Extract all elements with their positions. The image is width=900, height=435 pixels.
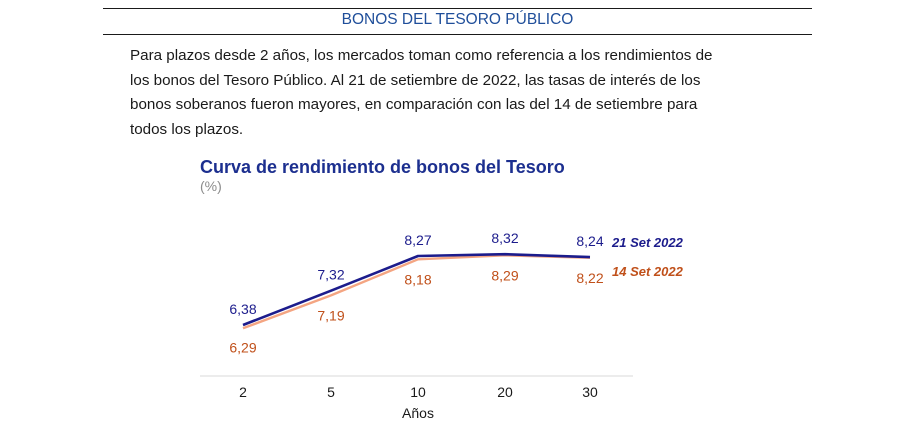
x-tick-label: 30 — [582, 384, 598, 400]
section-title: BONOS DEL TESORO PÚBLICO — [341, 11, 574, 28]
data-label: 6,38 — [229, 301, 256, 317]
body-paragraph: Para plazos desde 2 años, los mercados t… — [130, 44, 780, 142]
body-line: Para plazos desde 2 años, los mercados t… — [130, 47, 713, 64]
data-label: 8,22 — [576, 270, 603, 286]
data-label: 8,32 — [491, 230, 518, 246]
data-label: 8,27 — [404, 232, 431, 248]
x-tick-label: 5 — [327, 384, 335, 400]
data-label: 6,29 — [229, 339, 256, 355]
chart-title: Curva de rendimiento de bonos del Tesoro — [200, 157, 565, 177]
data-label: 7,19 — [317, 307, 344, 323]
legend-label-21-set: 21 Set 2022 — [611, 235, 684, 250]
body-line: los bonos del Tesoro Público. Al 21 de s… — [130, 71, 701, 89]
bottom-rule — [103, 34, 812, 35]
body-line: bonos soberanos fueron mayores, en compa… — [130, 96, 698, 113]
top-rule — [103, 8, 812, 9]
data-label: 8,24 — [576, 233, 603, 249]
chart-unit: (%) — [200, 178, 222, 194]
legend-label-14-set: 14 Set 2022 — [612, 264, 684, 279]
data-label: 7,32 — [317, 267, 344, 283]
x-tick-label: 10 — [410, 384, 426, 400]
series-line-14-set — [242, 254, 591, 330]
data-label: 8,18 — [404, 271, 431, 287]
body-line: todos los plazos. — [130, 120, 244, 138]
x-tick-label: 2 — [239, 384, 247, 400]
x-tick-label: 20 — [497, 384, 513, 400]
data-label: 8,29 — [491, 267, 518, 283]
series-line-21-set — [242, 252, 591, 327]
x-axis-title: Años — [402, 405, 434, 421]
